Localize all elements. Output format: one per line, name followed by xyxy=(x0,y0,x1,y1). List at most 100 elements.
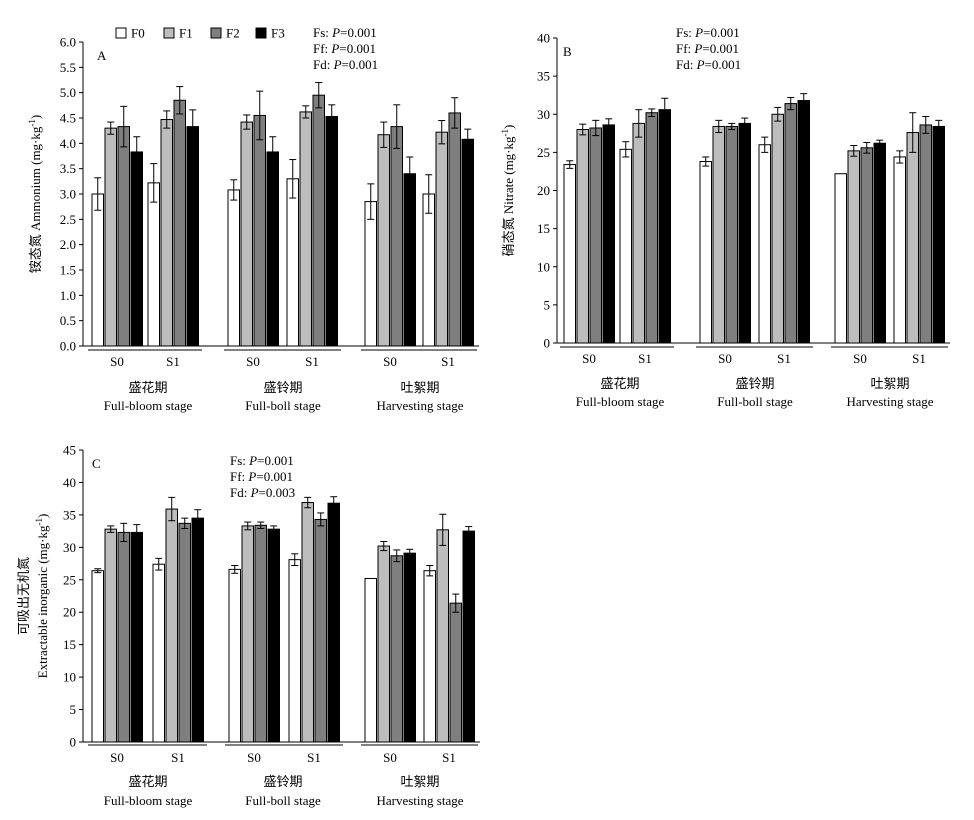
bar-f3 xyxy=(266,151,279,347)
bar-f3 xyxy=(461,138,474,347)
stat-line: Ff: P=0.001 xyxy=(313,41,376,56)
bar-f2 xyxy=(725,125,738,344)
y-tick-label: 2.5 xyxy=(60,212,76,227)
stage-label-cn: 盛花期 xyxy=(600,376,639,391)
x-tick-label: S0 xyxy=(110,354,124,369)
bar-f3 xyxy=(658,109,671,344)
bar-f0 xyxy=(227,189,240,347)
bar-f3 xyxy=(403,173,416,347)
stage-label-cn: 盛花期 xyxy=(128,380,167,395)
bar-f1 xyxy=(436,529,449,743)
y-tick-label: 5 xyxy=(544,297,551,312)
stage-label-en: Harvesting stage xyxy=(846,394,933,409)
x-tick-label: S0 xyxy=(246,354,260,369)
bar-f3 xyxy=(873,142,886,344)
bar-f1 xyxy=(377,545,390,743)
bar-f3 xyxy=(130,531,143,743)
bar-f1 xyxy=(847,150,860,344)
bar-f1 xyxy=(906,132,919,344)
stage-label-en: Harvesting stage xyxy=(376,793,463,808)
y-tick-label: 10 xyxy=(63,670,76,685)
bar-f3 xyxy=(932,125,945,344)
bar-f0 xyxy=(288,559,301,743)
x-tick-label: S1 xyxy=(305,354,319,369)
y-tick-label: 35 xyxy=(63,507,76,522)
y-tick-label: 4.5 xyxy=(60,111,76,126)
bar-f1 xyxy=(104,528,117,743)
y-tick-label: 5.0 xyxy=(60,85,76,100)
stage-label-en: Full-boll stage xyxy=(245,793,321,808)
y-tick-label: 4.0 xyxy=(60,136,76,151)
panel-label: B xyxy=(563,44,572,59)
bar-f1 xyxy=(576,129,589,344)
x-tick-label: S0 xyxy=(383,354,397,369)
y-tick-label: 1.0 xyxy=(60,288,76,303)
legend-label-f3: F3 xyxy=(271,26,285,41)
bar-f0 xyxy=(91,570,104,743)
stat-line: Fs: P=0.001 xyxy=(230,453,294,468)
bar-f3 xyxy=(325,115,338,347)
bar-f1 xyxy=(241,525,254,743)
x-tick-label: S1 xyxy=(638,351,652,366)
stat-line: Fs: P=0.001 xyxy=(313,25,377,40)
y-axis-title: 硝态氮 Nitrate (mg·kg-1) xyxy=(500,125,516,257)
bar-f0 xyxy=(364,201,377,347)
y-tick-label: 20 xyxy=(63,605,76,620)
bar-f3 xyxy=(267,528,280,743)
bar-f1 xyxy=(712,125,725,344)
stage-label-cn: 吐絮期 xyxy=(400,380,439,395)
y-axis-title-cn: 可吸出无机氮 xyxy=(16,557,31,635)
legend-label-f2: F2 xyxy=(226,26,240,41)
stat-line: Ff: P=0.001 xyxy=(676,41,739,56)
bar-f0 xyxy=(893,156,906,344)
bar-f2 xyxy=(312,94,325,347)
x-tick-label: S1 xyxy=(442,750,456,765)
y-tick-label: 15 xyxy=(537,221,550,236)
stage-label-en: Harvesting stage xyxy=(376,398,463,413)
bar-f0 xyxy=(364,577,377,743)
legend-label-f1: F1 xyxy=(179,26,193,41)
bar-f3 xyxy=(602,124,615,344)
bar-f0 xyxy=(286,178,299,347)
bar-f2 xyxy=(253,114,266,347)
bar-f2 xyxy=(784,103,797,344)
y-tick-label: 3.0 xyxy=(60,187,76,202)
x-tick-label: S1 xyxy=(307,750,321,765)
bar-f3 xyxy=(462,530,475,743)
legend-swatch-f2 xyxy=(210,27,222,39)
y-tick-label: 20 xyxy=(537,183,550,198)
y-tick-label: 0.5 xyxy=(60,313,76,328)
legend: F0 F1 F2 F3 xyxy=(115,26,285,41)
y-tick-label: 1.5 xyxy=(60,263,76,278)
y-axis-title: Extractable inorganic (mg·kg-1) xyxy=(34,514,50,679)
stat-line: Fd: P=0.001 xyxy=(313,57,378,72)
stage-label-en: Full-bloom stage xyxy=(104,793,193,808)
stage-label-en: Full-boll stage xyxy=(245,398,321,413)
bar-f0 xyxy=(228,568,241,743)
legend-label-f0: F0 xyxy=(131,26,145,41)
x-tick-label: S0 xyxy=(110,750,124,765)
bar-f1 xyxy=(240,121,253,347)
bar-f1 xyxy=(160,119,173,347)
stat-line: Fs: P=0.001 xyxy=(676,25,740,40)
y-tick-label: 10 xyxy=(537,259,550,274)
bar-f0 xyxy=(699,161,712,344)
y-tick-label: 5 xyxy=(70,702,77,717)
bar-f3 xyxy=(403,552,416,743)
x-tick-label: S1 xyxy=(166,354,180,369)
stat-line: Fd: P=0.001 xyxy=(676,57,741,72)
y-tick-label: 25 xyxy=(537,145,550,160)
bar-f1 xyxy=(299,111,312,347)
y-tick-label: 0 xyxy=(544,336,551,351)
bar-f2 xyxy=(254,524,267,743)
legend-swatch-f3 xyxy=(255,27,267,39)
bar-f1 xyxy=(165,508,178,743)
x-tick-label: S0 xyxy=(718,351,732,366)
bar-f0 xyxy=(758,144,771,344)
y-tick-label: 35 xyxy=(537,69,550,84)
x-tick-label: S1 xyxy=(777,351,791,366)
y-tick-label: 0.0 xyxy=(60,339,76,354)
y-tick-label: 2.0 xyxy=(60,237,76,252)
y-tick-label: 25 xyxy=(63,572,76,587)
panel-label: C xyxy=(92,456,101,471)
